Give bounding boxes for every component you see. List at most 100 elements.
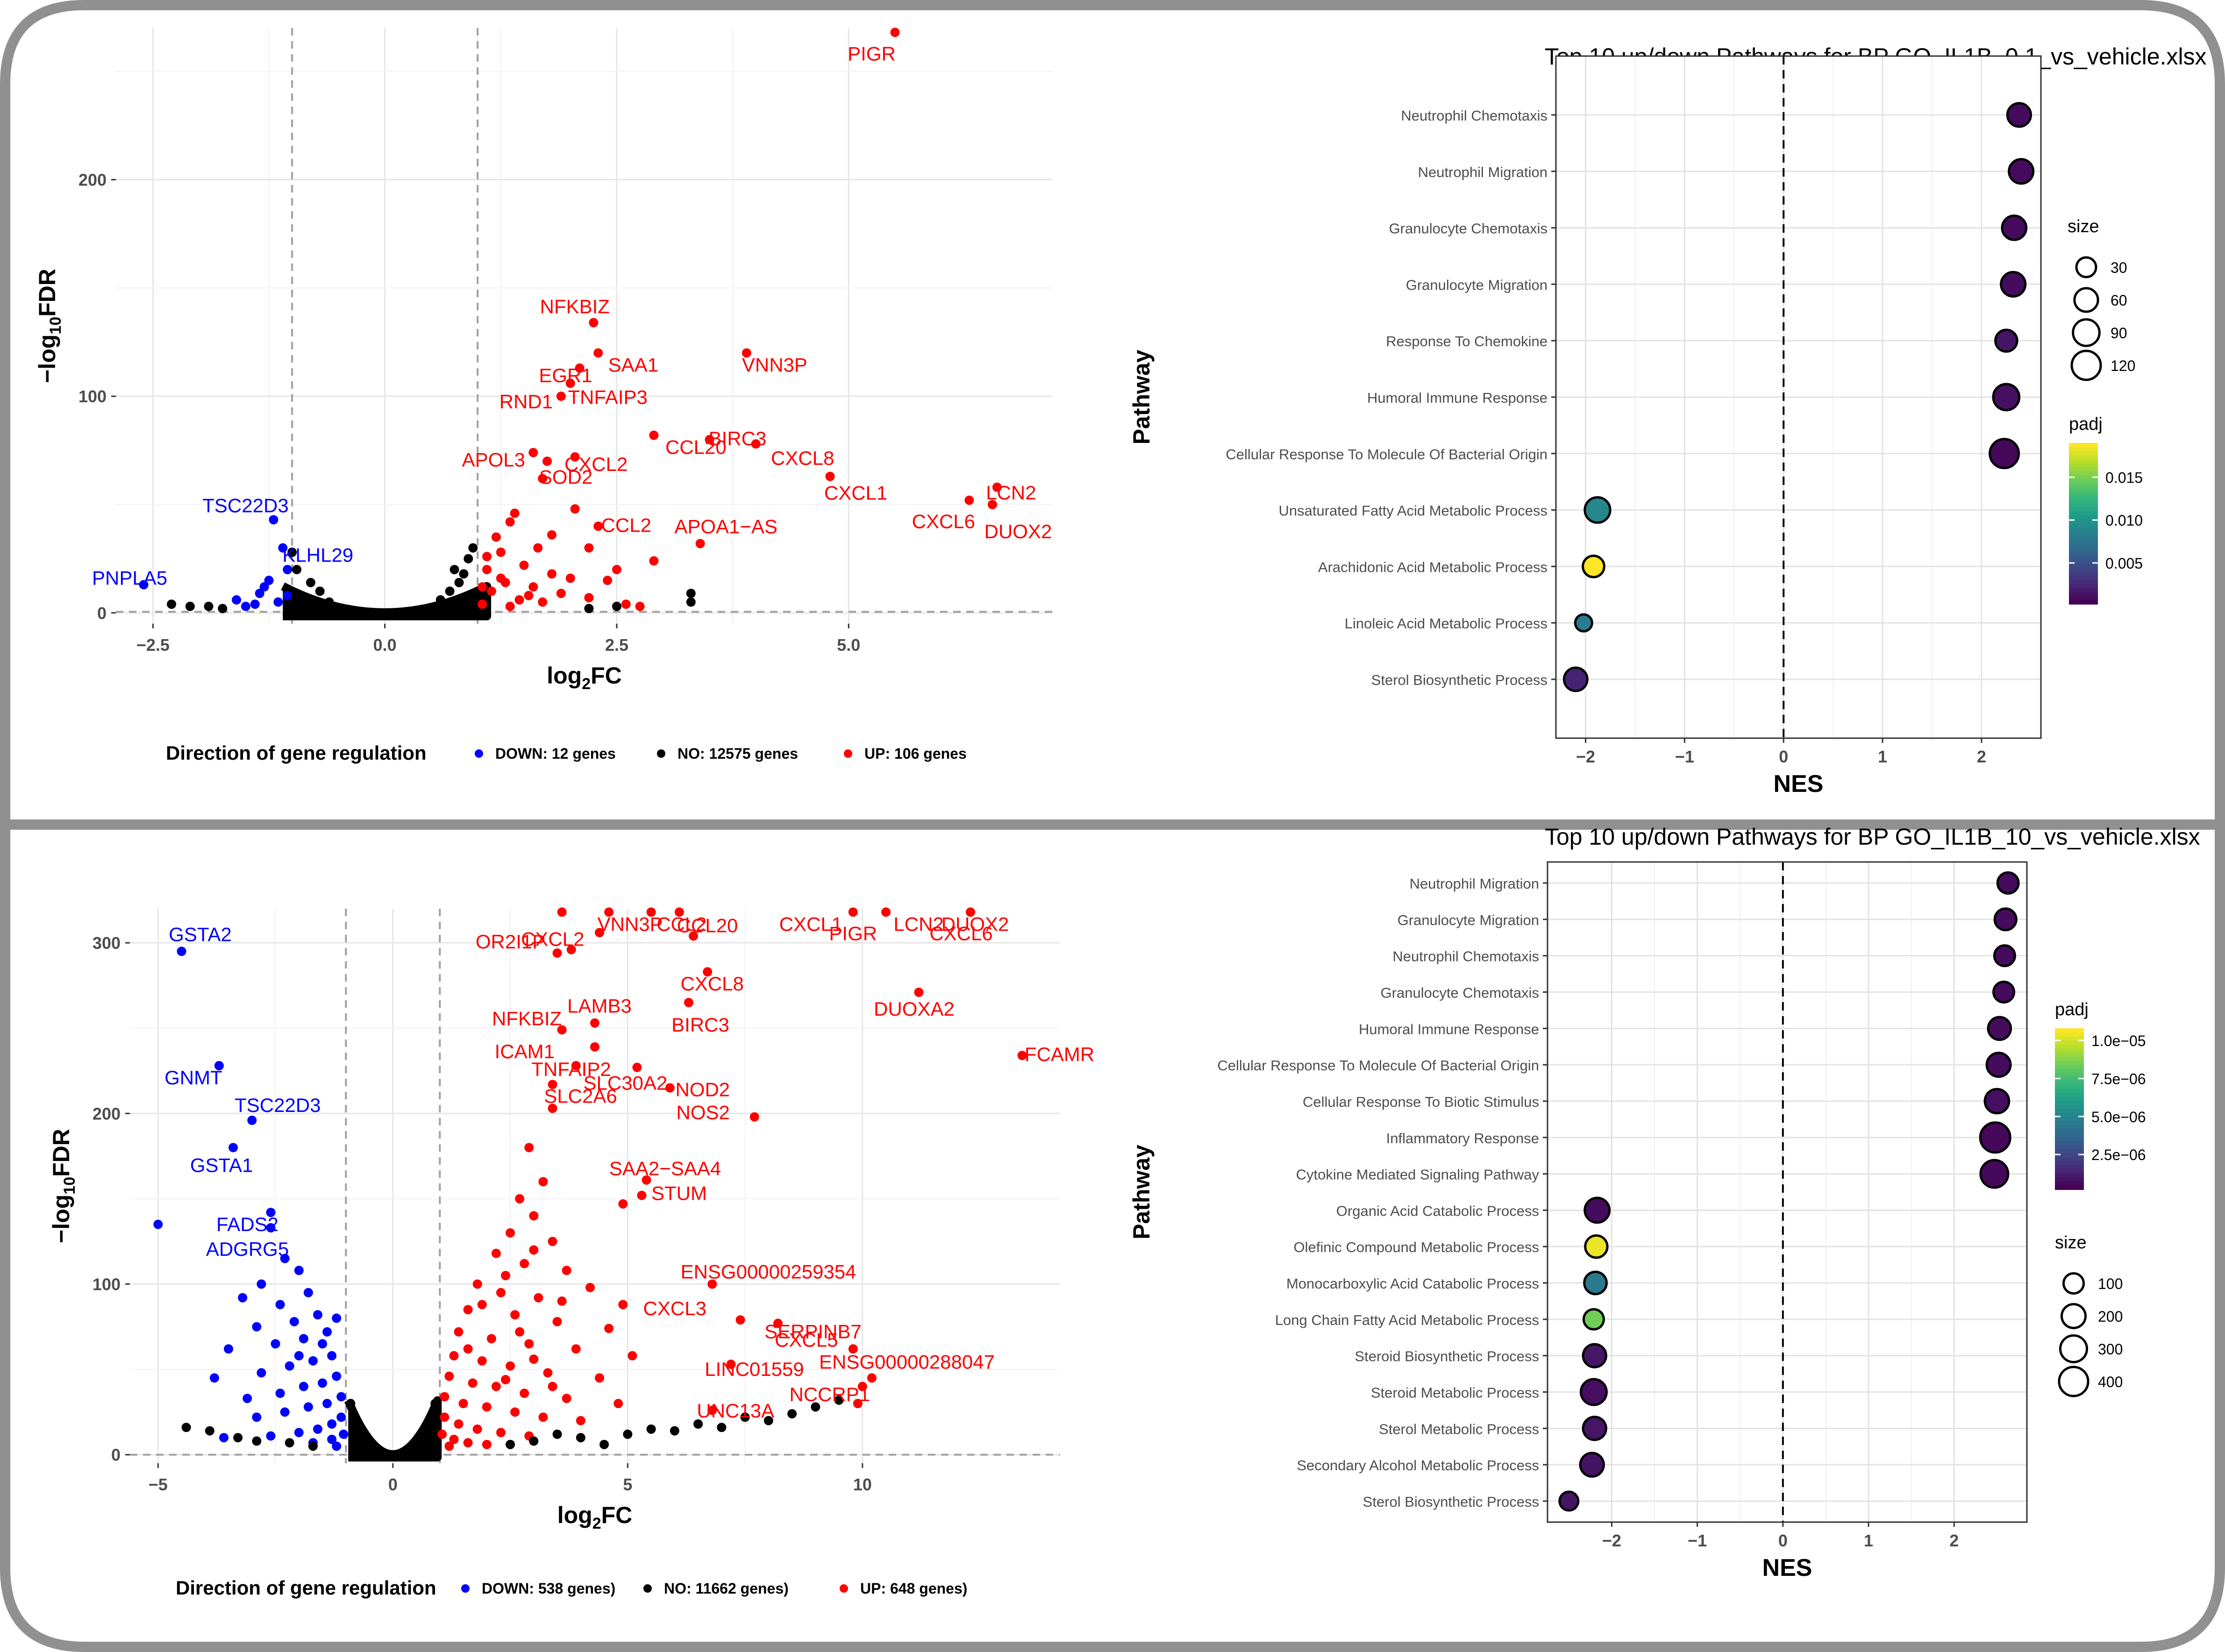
gene-label: LAMB3 [567, 995, 632, 1017]
gene-point-down [280, 1253, 290, 1263]
gene-point-up [547, 569, 557, 579]
gene-point-up [440, 1412, 449, 1422]
gene-point-up [534, 1293, 543, 1303]
pathway-label: Unsaturated Fatty Acid Metabolic Process [1279, 503, 1548, 519]
gene-point-up [520, 1259, 529, 1268]
colorbar-segment [2055, 1032, 2084, 1037]
colorbar-label: 2.5e−06 [2091, 1146, 2146, 1163]
colorbar-segment [2069, 515, 2098, 520]
pathway-label: Humoral Immune Response [1359, 1021, 1539, 1037]
colorbar-segment [2055, 1040, 2084, 1045]
pathway-label: Monocarboxylic Acid Catabolic Process [1286, 1275, 1539, 1292]
gene-label: CXCL2 [564, 453, 628, 475]
size-legend-key [2075, 256, 2097, 278]
gene-point-down [264, 576, 274, 585]
x-axis-title: NES [1762, 1554, 1812, 1581]
x-tick-label: −1 [1688, 1531, 1707, 1550]
colorbar-segment [2069, 584, 2098, 589]
gene-point-up [632, 1062, 642, 1072]
colorbar-segment [2055, 1052, 2084, 1057]
colorbar-segment [2069, 576, 2098, 581]
gene-point-up [749, 1112, 759, 1122]
colorbar-segment [2055, 1072, 2084, 1077]
gene-point-up [703, 967, 713, 977]
gene-point-up [486, 586, 496, 596]
gene-label: TNFAIP2 [531, 1058, 611, 1080]
nonsignificant-point-cloud [344, 1396, 442, 1462]
gene-point-up [463, 1438, 473, 1448]
gene-point-no [308, 1441, 318, 1451]
gene-point-down [339, 1429, 349, 1439]
gene-point-up [548, 1381, 557, 1391]
gene-label: CXCL2 [521, 928, 584, 950]
gene-point-no [464, 554, 473, 563]
gene-point-up [751, 439, 761, 449]
size-legend-key [2072, 318, 2101, 347]
gene-point-down [294, 1266, 304, 1275]
colorbar-segment [2069, 495, 2098, 500]
gene-point-down [228, 1143, 238, 1153]
pathway-label: Cellular Response To Biotic Stimulus [1303, 1094, 1539, 1110]
colorbar-segment [2069, 479, 2098, 484]
gene-point-no [167, 599, 177, 609]
gene-point-up [472, 1424, 482, 1434]
gene-label: PIGR [848, 43, 896, 64]
gene-point-down [294, 1428, 304, 1438]
gene-point-no [350, 1416, 360, 1425]
gene-point-no [717, 1423, 727, 1432]
x-tick-label: 2.5 [605, 635, 628, 655]
gene-point-down [252, 1412, 262, 1422]
x-tick-label: 0 [1779, 747, 1788, 766]
pathway-dot [1574, 613, 1593, 633]
colorbar-segment [2069, 596, 2098, 601]
gene-point-no [297, 591, 307, 600]
gene-label: SAA1 [608, 354, 658, 376]
gene-point-up [528, 582, 538, 592]
colorbar-segment [2055, 1177, 2084, 1182]
gene-point-up [557, 907, 567, 917]
gene-point-up [463, 1305, 473, 1315]
pathway-dotplot-top: Top 10 up/down Pathways for BP GO_IL1B_0… [1128, 43, 2207, 798]
nonsignificant-point-cloud [281, 582, 492, 620]
plot-panel [1548, 862, 2027, 1522]
x-tick-label: 5 [623, 1475, 632, 1494]
gene-point-up [514, 595, 524, 605]
gene-point-no [459, 569, 469, 579]
gene-point-no [612, 601, 621, 611]
size-legend-key [2062, 1272, 2085, 1295]
gene-point-up [477, 1356, 487, 1366]
gene-point-no [670, 1426, 679, 1436]
gene-point-up [726, 1360, 736, 1369]
gene-point-up [613, 1399, 623, 1409]
colorbar-segment [2055, 1081, 2084, 1085]
gene-point-down [271, 1339, 280, 1349]
gene-point-down [257, 1279, 266, 1289]
gene-point-no [346, 1399, 356, 1409]
y-tick-label: 100 [78, 387, 107, 406]
pathway-label: Cellular Response To Molecule Of Bacteri… [1217, 1057, 1539, 1074]
gene-point-no [686, 597, 696, 607]
gene-point-no [584, 604, 594, 613]
y-axis-title: Pathway [1128, 1145, 1155, 1239]
gene-label: PIGR [829, 922, 877, 944]
gene-point-down [266, 1223, 276, 1232]
gene-label: SAA2−SAA4 [609, 1158, 721, 1180]
colorbar-segment [2055, 1121, 2084, 1125]
gene-point-down [266, 1431, 276, 1441]
gene-label: CXCL8 [681, 973, 744, 995]
colorbar-segment [2069, 527, 2098, 532]
gene-label: CXCL1 [779, 913, 842, 935]
gene-point-no [623, 1429, 633, 1439]
colorbar-segment [2069, 535, 2098, 540]
color-legend-title: padj [2055, 1000, 2089, 1019]
gene-point-no [445, 586, 455, 596]
gene-point-no [315, 586, 325, 596]
pathway-label: Cellular Response To Molecule Of Bacteri… [1226, 446, 1548, 463]
size-legend-label: 300 [2098, 1341, 2123, 1358]
gene-point-up [482, 1439, 492, 1449]
colorbar-segment [2055, 1036, 2084, 1041]
gene-label: VNN3P [742, 354, 807, 376]
gene-point-up [742, 348, 751, 358]
